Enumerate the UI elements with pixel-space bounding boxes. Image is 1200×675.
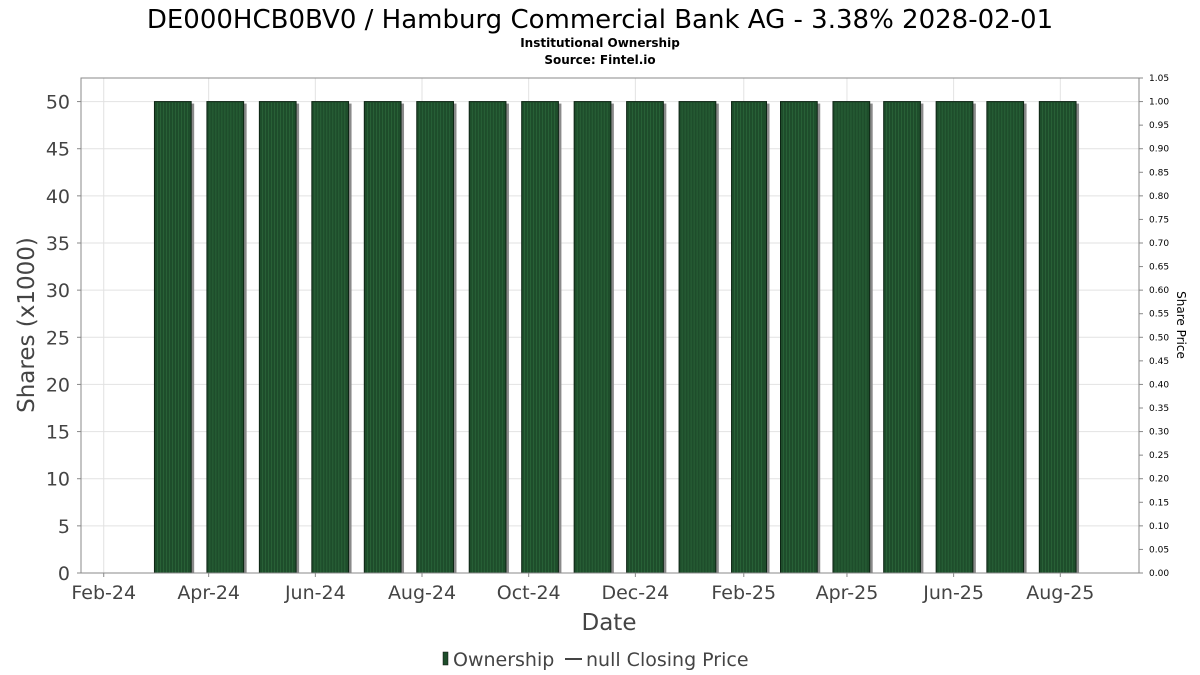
y2-tick-label: 0.20 — [1149, 475, 1169, 485]
ownership-bar — [986, 101, 1025, 574]
ownership-bar — [363, 101, 402, 574]
y-tick-label: 5 — [58, 516, 70, 538]
ownership-bar — [153, 101, 192, 574]
chart-title: DE000HCB0BV0 / Hamburg Commercial Bank A… — [147, 5, 1053, 35]
ownership-bar — [780, 101, 818, 574]
axes — [80, 77, 1140, 574]
ownership-bar — [935, 101, 974, 574]
ownership-bar — [206, 101, 245, 574]
y2-axis-label: Share Price — [1174, 291, 1188, 359]
y-tick-label: 20 — [46, 374, 70, 396]
y-tick-label: 25 — [46, 327, 70, 349]
y-axis-ticks: 0 5 10 15 20 25 30 35 40 45 50 — [46, 92, 81, 585]
y-tick-label: 40 — [46, 186, 70, 208]
y-tick-label: 30 — [46, 280, 70, 302]
x-tick-label: Jun-25 — [922, 582, 984, 604]
y-tick-label: 15 — [46, 422, 70, 444]
y2-tick-label: 0.40 — [1149, 380, 1169, 390]
x-tick-label: Feb-25 — [711, 582, 776, 604]
ownership-bar — [832, 101, 871, 574]
x-tick-label: Jun-24 — [284, 582, 346, 604]
y2-tick-label: 0.75 — [1149, 215, 1169, 225]
y2-tick-label: 0.10 — [1149, 522, 1169, 532]
chart-subtitle-line-2: Source: Fintel.io — [544, 53, 655, 67]
x-axis-label: Date — [582, 610, 637, 636]
legend: Ownership null Closing Price — [442, 649, 749, 671]
ownership-bar — [626, 101, 664, 574]
y2-tick-label: 0.65 — [1149, 263, 1169, 273]
y2-tick-label: 0.90 — [1149, 145, 1169, 155]
y2-tick-label: 1.05 — [1149, 74, 1169, 84]
ownership-bar — [311, 101, 350, 574]
y2-tick-label: 0.55 — [1149, 310, 1169, 320]
y2-tick-label: 0.35 — [1149, 404, 1169, 414]
y2-tick-label: 0.95 — [1149, 121, 1169, 131]
x-tick-label: Aug-25 — [1026, 582, 1094, 604]
ownership-bar — [258, 101, 297, 574]
y2-axis-ticks: 0.00 0.05 0.10 0.15 0.20 0.25 0.30 0.35 0.40 0.45… — [1139, 74, 1169, 579]
chart-subtitle-line-1: Institutional Ownership — [520, 36, 680, 50]
y-tick-label: 35 — [46, 233, 70, 255]
y2-tick-label: 1.00 — [1149, 98, 1169, 108]
y-tick-label: 50 — [46, 92, 70, 114]
legend-price-label: null Closing Price — [586, 649, 749, 671]
y2-tick-label: 0.05 — [1149, 545, 1169, 555]
ownership-bar — [468, 101, 507, 574]
x-tick-label: Apr-24 — [177, 582, 240, 604]
legend-ownership-label: Ownership — [453, 649, 554, 671]
y-axis-label: Shares (x1000) — [14, 237, 40, 413]
ownership-bar — [521, 101, 559, 574]
y2-tick-label: 0.25 — [1149, 451, 1169, 461]
plot-border — [80, 77, 1140, 574]
y2-tick-label: 0.85 — [1149, 168, 1169, 178]
ownership-bar — [883, 101, 921, 574]
x-tick-label: Feb-24 — [71, 582, 136, 604]
y2-tick-label: 0.80 — [1149, 192, 1169, 202]
ownership-bar — [1038, 101, 1077, 574]
y2-tick-label: 0.00 — [1149, 569, 1169, 579]
ownership-bar — [416, 101, 454, 574]
y2-tick-label: 0.60 — [1149, 286, 1169, 296]
y2-tick-label: 0.30 — [1149, 428, 1169, 438]
x-tick-label: Oct-24 — [497, 582, 561, 604]
y-tick-label: 0 — [58, 563, 70, 585]
y2-tick-label: 0.50 — [1149, 333, 1169, 343]
y-tick-label: 45 — [46, 139, 70, 161]
y2-tick-label: 0.15 — [1149, 498, 1169, 508]
ownership-bar — [573, 101, 612, 574]
y2-tick-label: 0.70 — [1149, 239, 1169, 249]
x-tick-label: Aug-24 — [388, 582, 456, 604]
x-axis-ticks: Feb-24 Apr-24 Jun-24 Aug-24 Oct-24 Dec-24 Feb-… — [71, 573, 1094, 604]
y-tick-label: 10 — [46, 469, 70, 491]
x-tick-label: Apr-25 — [816, 582, 879, 604]
legend-ownership-swatch — [442, 651, 449, 666]
y2-tick-label: 0.45 — [1149, 357, 1169, 367]
x-tick-label: Dec-24 — [601, 582, 669, 604]
ownership-bar — [678, 101, 717, 574]
